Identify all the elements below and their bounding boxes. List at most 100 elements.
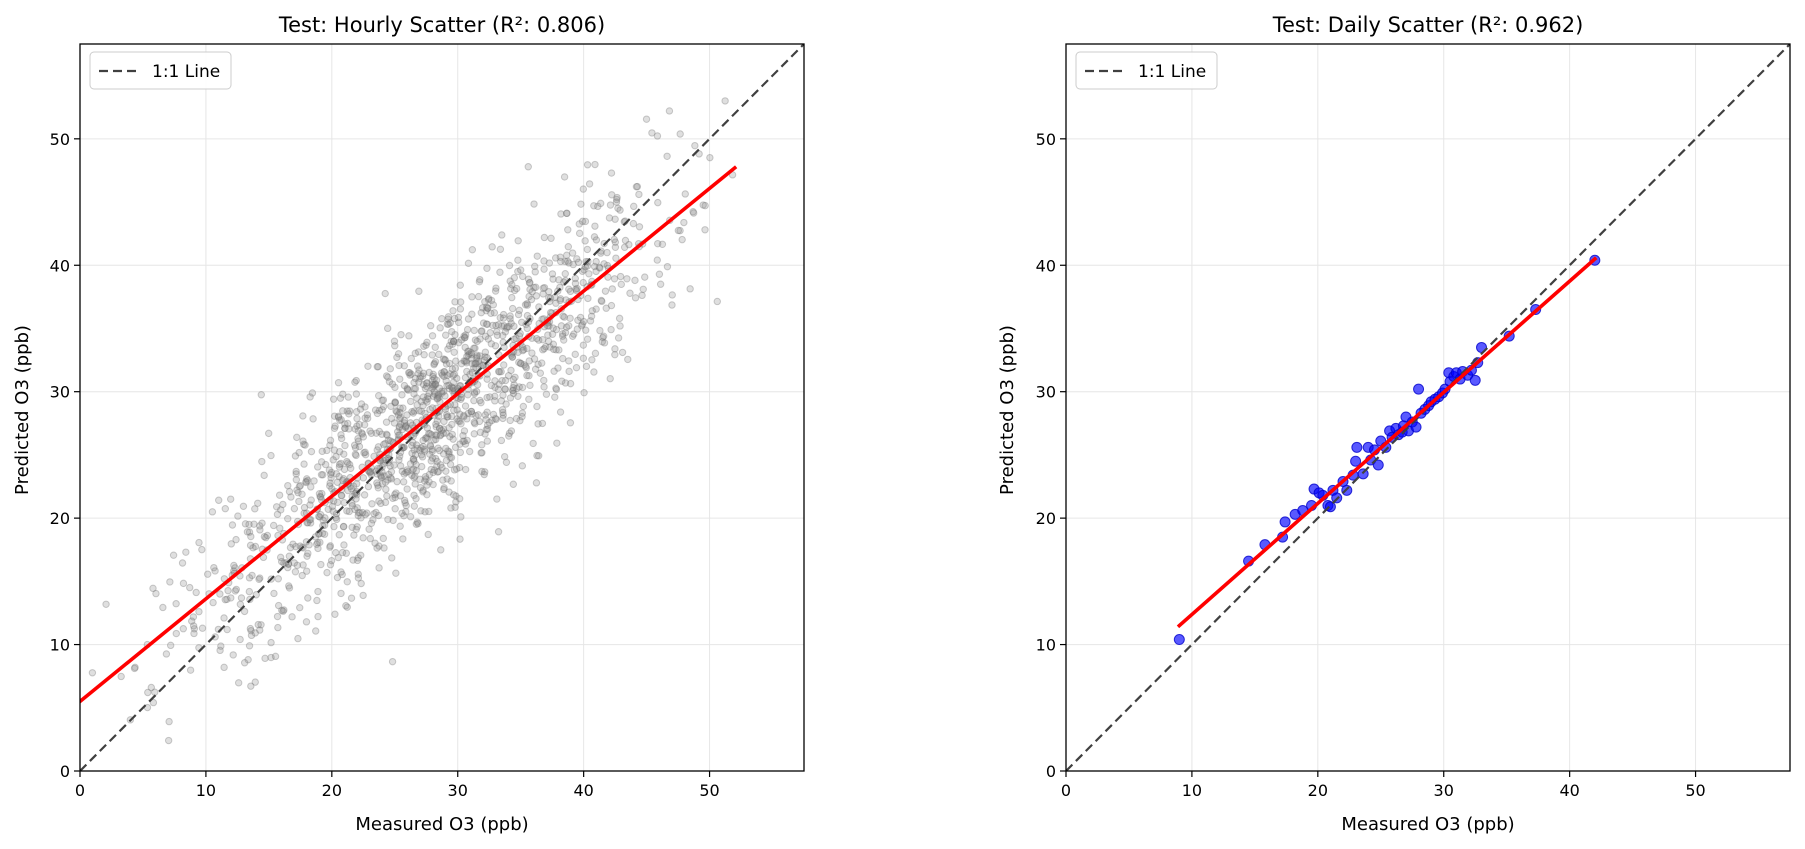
data-point bbox=[399, 478, 408, 486]
data-point bbox=[531, 365, 540, 373]
data-point bbox=[319, 521, 327, 530]
data-point bbox=[417, 451, 426, 459]
data-point bbox=[341, 424, 349, 433]
data-point bbox=[316, 538, 324, 547]
data-point bbox=[245, 642, 254, 650]
data-point bbox=[210, 563, 218, 572]
data-point bbox=[477, 327, 485, 336]
data-point bbox=[358, 429, 366, 437]
data-point bbox=[641, 273, 649, 281]
data-point bbox=[468, 310, 476, 318]
data-point bbox=[513, 384, 521, 393]
data-point bbox=[689, 208, 697, 216]
data-point bbox=[540, 344, 548, 353]
data-point bbox=[391, 398, 399, 406]
data-point bbox=[442, 456, 451, 465]
data-point bbox=[430, 466, 439, 474]
data-point bbox=[387, 475, 396, 483]
data-point bbox=[474, 292, 483, 301]
data-point bbox=[375, 497, 383, 505]
data-point bbox=[426, 442, 435, 450]
data-point bbox=[400, 381, 409, 390]
data-point bbox=[476, 275, 484, 284]
data-point bbox=[351, 444, 360, 452]
data-point bbox=[597, 296, 605, 305]
data-point bbox=[507, 284, 515, 293]
data-point bbox=[314, 587, 322, 596]
data-point bbox=[412, 460, 420, 469]
data-point bbox=[1279, 516, 1291, 528]
data-point bbox=[577, 321, 586, 330]
data-point bbox=[607, 301, 616, 310]
data-point bbox=[280, 606, 288, 614]
data-point bbox=[341, 420, 349, 428]
data-point bbox=[501, 385, 509, 393]
x-tick-label: 10 bbox=[196, 781, 216, 800]
data-point bbox=[291, 452, 300, 460]
daily-scatter-panel: Test: Daily Scatter (R²: 0.962) Measured… bbox=[997, 13, 1791, 835]
data-point bbox=[470, 388, 479, 396]
data-point bbox=[410, 385, 418, 393]
data-point bbox=[433, 468, 442, 476]
data-point bbox=[406, 460, 415, 468]
data-point bbox=[540, 376, 548, 385]
data-point bbox=[227, 540, 235, 548]
data-point bbox=[466, 370, 474, 379]
data-point bbox=[302, 567, 311, 575]
data-point bbox=[481, 430, 489, 438]
data-point bbox=[131, 663, 139, 672]
data-point bbox=[507, 427, 516, 435]
data-point bbox=[384, 470, 393, 479]
data-point bbox=[260, 471, 268, 480]
data-point bbox=[364, 362, 372, 370]
data-point bbox=[533, 451, 541, 460]
data-point bbox=[378, 406, 386, 414]
data-point bbox=[468, 359, 476, 368]
data-point bbox=[431, 358, 440, 366]
data-point bbox=[245, 528, 254, 536]
data-point bbox=[566, 379, 575, 388]
data-point bbox=[447, 453, 456, 462]
data-point bbox=[421, 473, 430, 481]
data-point bbox=[653, 132, 662, 140]
data-point bbox=[422, 341, 430, 349]
data-point bbox=[363, 414, 372, 423]
data-point bbox=[247, 626, 255, 635]
data-point bbox=[400, 512, 408, 520]
data-point bbox=[169, 551, 178, 559]
y-tick-label: 40 bbox=[50, 256, 70, 275]
data-point bbox=[349, 556, 357, 564]
data-point bbox=[564, 243, 573, 251]
data-point bbox=[457, 359, 466, 368]
data-point bbox=[430, 436, 438, 444]
y-tick-label: 20 bbox=[1036, 509, 1056, 528]
data-point bbox=[569, 260, 577, 269]
data-point bbox=[447, 504, 455, 512]
data-point bbox=[393, 408, 401, 416]
data-point bbox=[428, 431, 436, 439]
data-point bbox=[416, 446, 424, 455]
data-point bbox=[520, 361, 528, 369]
x-axis-label: Measured O3 (ppb) bbox=[1341, 814, 1514, 835]
data-point bbox=[531, 268, 539, 276]
data-point bbox=[352, 525, 360, 534]
data-point bbox=[409, 465, 418, 473]
data-point bbox=[277, 506, 285, 514]
data-point bbox=[307, 483, 315, 491]
data-point bbox=[257, 391, 265, 399]
data-point bbox=[395, 422, 404, 431]
data-point bbox=[521, 362, 530, 371]
data-point bbox=[455, 463, 464, 472]
data-point bbox=[410, 446, 418, 454]
data-point bbox=[426, 450, 434, 458]
data-point bbox=[351, 378, 359, 386]
data-point bbox=[418, 462, 426, 471]
x-tick-label: 0 bbox=[1061, 781, 1071, 800]
data-point bbox=[446, 370, 454, 378]
data-point bbox=[428, 380, 437, 389]
data-point bbox=[478, 449, 486, 457]
data-point bbox=[338, 570, 346, 579]
data-point bbox=[431, 343, 439, 351]
data-point bbox=[256, 574, 264, 582]
data-point bbox=[345, 410, 353, 418]
